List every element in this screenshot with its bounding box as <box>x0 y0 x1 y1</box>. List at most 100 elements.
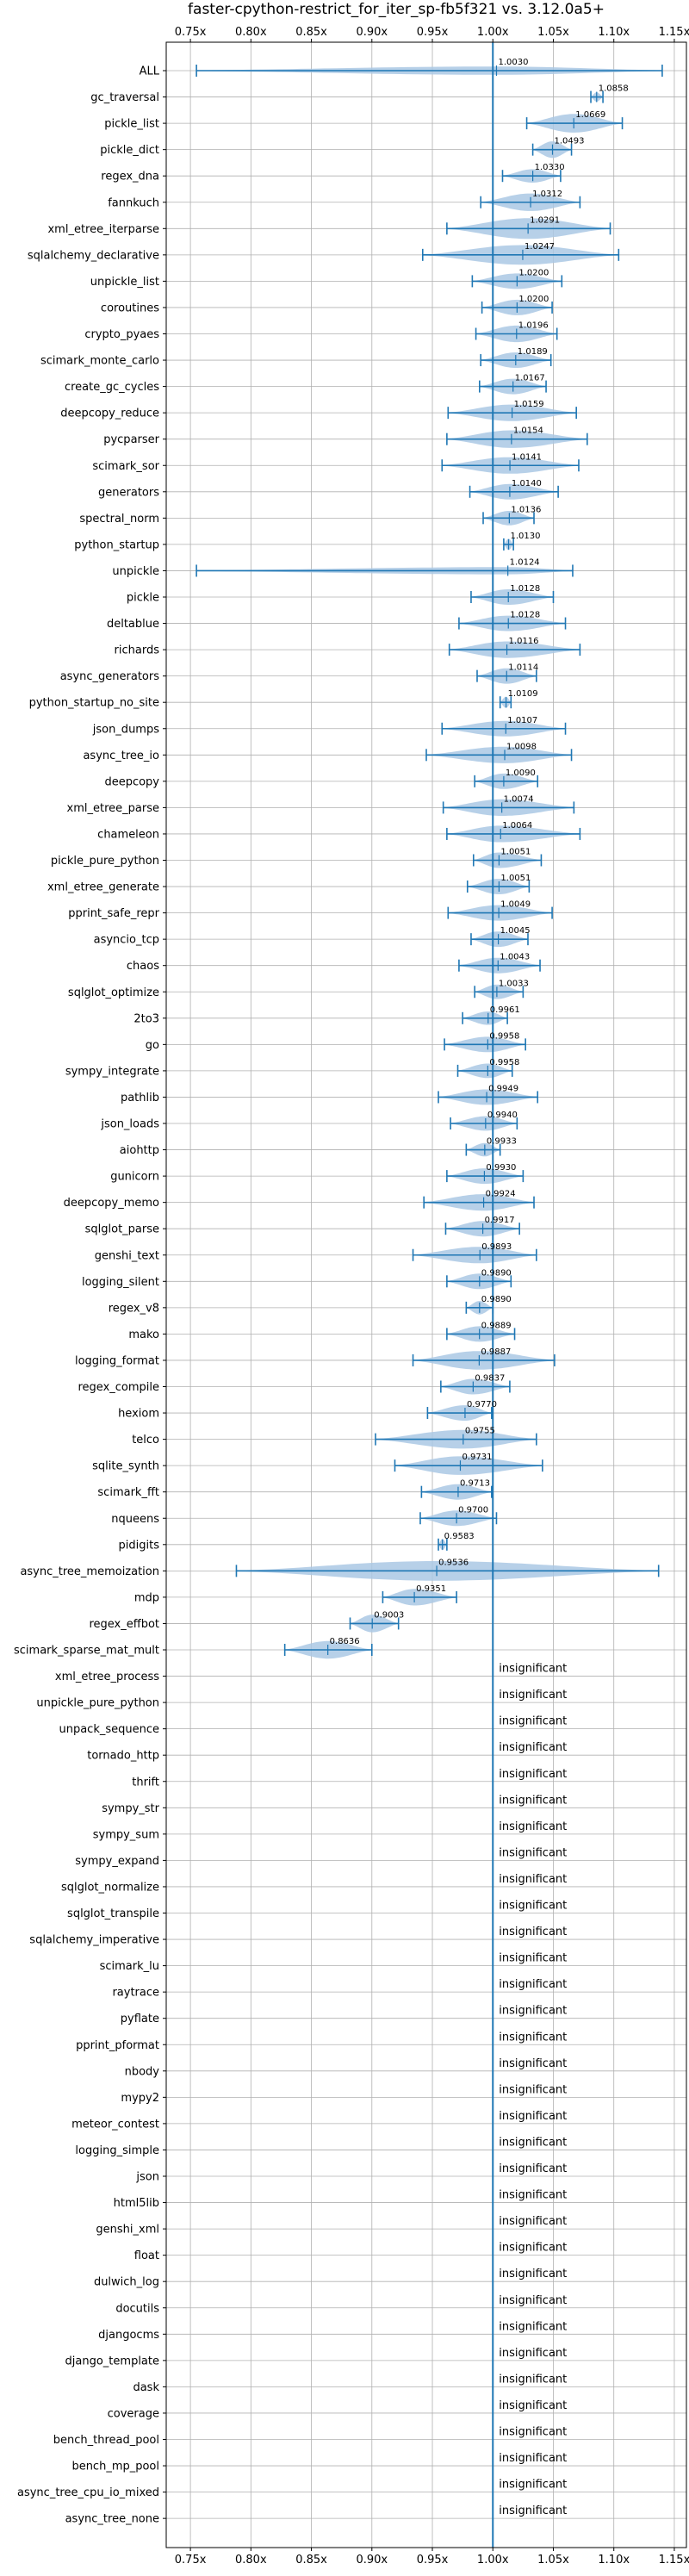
category-label: sqlalchemy_declarative <box>28 249 159 262</box>
value-label: 1.0043 <box>500 953 530 962</box>
category-label: chaos <box>127 960 159 973</box>
value-label: 0.9700 <box>458 1505 488 1515</box>
category-label: aiohttp <box>120 1144 159 1157</box>
category-label: generators <box>98 486 159 499</box>
value-label: 0.9583 <box>444 1532 475 1541</box>
category-label: regex_effbot <box>89 1618 159 1631</box>
value-label: 1.0136 <box>511 505 541 514</box>
category-label: raytrace <box>112 1987 159 2000</box>
category-label: spectral_norm <box>79 513 159 526</box>
value-label: 1.0858 <box>599 84 629 94</box>
category-label: pathlib <box>121 1092 159 1104</box>
category-label: fannkuch <box>108 196 159 209</box>
value-label: 0.9731 <box>462 1453 492 1462</box>
value-label: 0.9933 <box>487 1137 517 1147</box>
category-label: mdp <box>134 1591 159 1604</box>
category-label: asyncio_tcp <box>94 934 159 947</box>
value-label: 1.0154 <box>513 426 543 436</box>
category-label: scimark_lu <box>100 1960 159 1973</box>
category-label: pickle <box>127 592 159 605</box>
insignificant-label: insignificant <box>499 1978 567 1991</box>
category-label: mypy2 <box>121 2092 159 2105</box>
insignificant-label: insignificant <box>499 2005 567 2018</box>
value-label: 0.9351 <box>416 1584 446 1594</box>
value-label: 1.0128 <box>510 611 540 620</box>
value-label: 0.9890 <box>481 1295 512 1304</box>
value-label: 1.0128 <box>510 584 540 594</box>
value-label: 1.0493 <box>555 137 585 146</box>
category-label: ALL <box>140 65 160 78</box>
insignificant-label: insignificant <box>499 1715 567 1728</box>
category-label: sympy_expand <box>75 1855 159 1868</box>
category-label: json_loads <box>100 1118 159 1131</box>
category-label: genshi_xml <box>96 2224 159 2237</box>
category-label: async_tree_cpu_io_mixed <box>17 2486 159 2499</box>
category-label: mako <box>128 1328 159 1341</box>
category-label: regex_compile <box>78 1381 159 1394</box>
insignificant-label: insignificant <box>499 1820 567 1833</box>
category-label: sympy_str <box>102 1802 159 1815</box>
category-label: scimark_sparse_mat_mult <box>14 1645 159 1658</box>
category-label: pickle_dict <box>100 144 159 157</box>
category-label: scimark_sor <box>92 460 159 473</box>
category-label: python_startup <box>74 538 159 551</box>
insignificant-label: insignificant <box>499 1846 567 1859</box>
value-label: 1.0291 <box>530 215 560 225</box>
x-tick-label-bottom: 0.80x <box>235 2554 267 2567</box>
value-label: 1.0159 <box>514 400 544 409</box>
x-tick-label-top: 0.75x <box>175 26 207 39</box>
category-label: async_generators <box>60 670 160 683</box>
insignificant-label: insignificant <box>499 2452 567 2465</box>
category-label: thrift <box>132 1776 159 1789</box>
insignificant-label: insignificant <box>499 1926 567 1938</box>
value-label: 1.0130 <box>511 532 541 541</box>
insignificant-label: insignificant <box>499 2479 567 2492</box>
value-label: 1.0330 <box>535 163 565 172</box>
category-label: sqlite_synth <box>92 1460 159 1473</box>
insignificant-label: insignificant <box>499 2110 567 2123</box>
category-label: regex_dna <box>101 171 159 184</box>
x-tick-label-top: 0.90x <box>356 26 388 39</box>
category-label: deepcopy_reduce <box>60 408 159 420</box>
value-label: 1.0200 <box>518 295 549 304</box>
insignificant-label: insignificant <box>499 1873 567 1886</box>
category-label: deepcopy_memo <box>64 1197 159 1210</box>
value-label: 1.0167 <box>515 374 545 383</box>
value-label: 1.0051 <box>500 874 531 883</box>
value-label: 0.9958 <box>489 1058 519 1067</box>
value-label: 1.0051 <box>500 848 531 857</box>
value-label: 0.9887 <box>481 1347 511 1357</box>
value-label: 0.9958 <box>489 1031 519 1041</box>
insignificant-label: insignificant <box>499 2242 567 2255</box>
category-label: regex_v8 <box>109 1302 159 1315</box>
category-label: unpack_sequence <box>59 1723 159 1736</box>
category-label: json_dumps <box>92 723 159 736</box>
insignificant-label: insignificant <box>499 2320 567 2333</box>
value-label: 1.0030 <box>498 58 528 67</box>
category-label: sqlglot_normalize <box>61 1881 159 1894</box>
violins <box>196 65 663 1659</box>
grid <box>166 42 686 2548</box>
value-label: 1.0107 <box>507 716 537 725</box>
category-label: crypto_pyaes <box>84 328 159 341</box>
x-tick-label-top: 0.95x <box>417 26 449 39</box>
insignificant-label: insignificant <box>499 2373 567 2386</box>
category-label: async_tree_io <box>83 750 159 762</box>
category-label: xml_etree_process <box>55 1671 159 1683</box>
insignificant-label: insignificant <box>499 2189 567 2202</box>
category-label: float <box>134 2249 159 2262</box>
category-label: sympy_sum <box>93 1828 159 1841</box>
category-label: pprint_safe_repr <box>68 907 159 920</box>
value-label: 0.9940 <box>487 1111 518 1120</box>
category-label: create_gc_cycles <box>65 381 159 394</box>
value-label: 1.0064 <box>502 821 532 831</box>
category-label: richards <box>115 644 160 657</box>
category-label: chameleon <box>97 828 159 841</box>
value-label: 0.8636 <box>330 1637 360 1646</box>
insignificant-label: insignificant <box>499 2162 567 2175</box>
value-label: 1.0049 <box>500 900 531 910</box>
category-label: deepcopy <box>104 775 159 788</box>
x-tick-label-bottom: 1.15x <box>659 2554 689 2567</box>
x-tick-label-top: 1.10x <box>598 26 630 39</box>
